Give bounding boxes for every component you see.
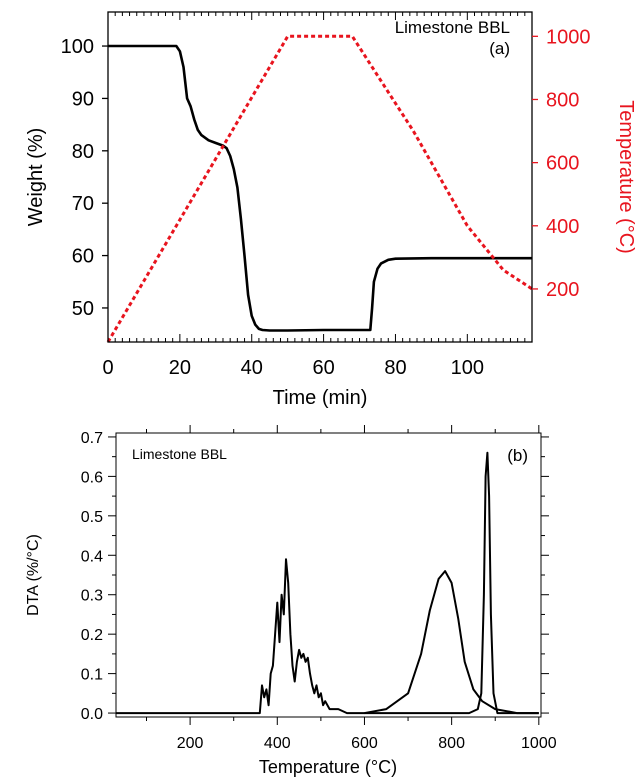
y-tick-label: 0.5	[81, 509, 103, 526]
panel-a-x-ticks: 0 20 40 60 80 100	[102, 12, 533, 379]
x-tick-label: 0	[102, 357, 113, 379]
panel-b-annotation: Limestone BBL	[132, 446, 227, 462]
y2-tick-label: 1000	[546, 26, 591, 48]
panel-a-frame	[107, 11, 533, 343]
panel-a-label: (a)	[489, 39, 510, 58]
y-tick-label: 0.7	[81, 430, 103, 447]
y2-tick-label: 200	[546, 279, 579, 301]
y-tick-label: 0.1	[81, 667, 103, 684]
x-tick-label: 80	[384, 357, 406, 379]
x-tick-label: 40	[241, 357, 263, 379]
panel-b-label: (b)	[507, 446, 528, 465]
y2-tick-label: 800	[546, 89, 579, 111]
x-tick-label: 60	[312, 357, 334, 379]
y2-tick-label: 600	[546, 153, 579, 175]
dta-series-line-2	[364, 570, 539, 715]
panel-b-traces	[116, 451, 539, 715]
y-tick-label: 0.2	[81, 627, 103, 644]
dta-series-line-1	[116, 558, 365, 715]
y-tick-label: 70	[72, 193, 94, 215]
panel-b-dta-chart: 200 400 600 800 1000 0.00.10.20.30.40.50.60.…	[25, 425, 557, 777]
x-tick-label: 100	[451, 357, 484, 379]
y-tick-label: 50	[72, 298, 94, 320]
panel-a-y-axis-label: Weight (%)	[25, 128, 47, 227]
x-tick-label: 200	[177, 735, 204, 752]
panel-b-x-axis-label: Temperature (°C)	[259, 757, 397, 777]
y-tick-label: 0.4	[81, 548, 103, 565]
x-tick-label: 800	[438, 735, 465, 752]
y-tick-label: 0.3	[81, 588, 103, 605]
y-tick-label: 90	[72, 88, 94, 110]
panel-b-y-ticks: 0.0 0.1 0.2 0.3 0.4 0.5 0.6 0.7	[81, 430, 549, 723]
x-tick-label: 20	[169, 357, 191, 379]
dta-series-line-3	[364, 451, 539, 715]
y-tick-label: 100	[61, 36, 94, 58]
panel-a-weight-temperature-chart: 0 20 40 60 80 100 50 60 70 80 90 100 200 400 600 800 1…	[25, 11, 637, 409]
panel-b-y-axis-label: DTA (%/°C)	[25, 534, 42, 616]
x-tick-label: 600	[351, 735, 378, 752]
x-tick-label: 1000	[521, 735, 557, 752]
y-tick-label: 0.6	[81, 469, 103, 486]
panel-a-traces	[106, 34, 533, 343]
y-tick-label: 80	[72, 141, 94, 163]
panel-a-y-ticks: 50 60 70 80 90 100	[61, 36, 108, 320]
panel-a-x-axis-label: Time (min)	[273, 387, 368, 409]
y-tick-label: 60	[72, 246, 94, 268]
panel-a-y2-axis-label: Temperature (°C)	[615, 100, 637, 254]
panel-a-annotation: Limestone BBL	[395, 18, 510, 37]
y2-tick-label: 400	[546, 216, 579, 238]
x-tick-label: 400	[264, 735, 291, 752]
panel-a-y2-ticks: 200 400 600 800 1000	[532, 26, 591, 301]
temperature-series-line	[106, 34, 533, 343]
panel-b-frame	[115, 432, 542, 718]
panel-b-x-ticks: 200 400 600 800 1000	[146, 425, 557, 752]
weight-series-line	[108, 44, 532, 332]
y-tick-label: 0.0	[81, 706, 103, 723]
